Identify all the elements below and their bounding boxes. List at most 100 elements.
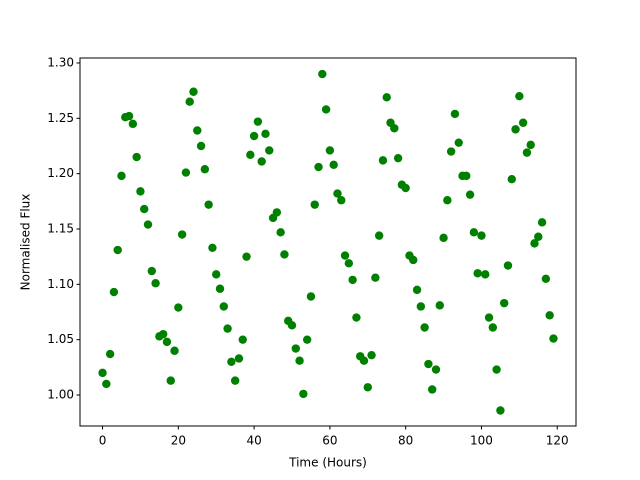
data-point	[435, 301, 444, 310]
data-point	[499, 298, 509, 308]
data-point	[462, 171, 471, 181]
data-point	[223, 324, 232, 333]
data-point	[340, 251, 350, 260]
data-point	[306, 292, 316, 301]
data-point	[484, 313, 494, 322]
data-point	[181, 168, 191, 177]
data-point	[537, 218, 547, 227]
data-point	[382, 93, 391, 102]
data-point	[526, 140, 535, 150]
data-point	[227, 357, 236, 367]
y-tick-label: 1.05	[47, 332, 74, 346]
data-point	[469, 228, 479, 237]
data-point	[507, 174, 516, 184]
data-point	[102, 379, 111, 389]
x-tick-label: 60	[322, 434, 337, 448]
data-point	[257, 157, 266, 166]
data-point	[170, 346, 179, 355]
data-point	[302, 335, 312, 344]
data-point	[109, 287, 119, 297]
data-point	[473, 269, 482, 278]
data-point	[230, 376, 240, 385]
y-tick-label: 1.25	[47, 111, 74, 125]
data-point	[185, 97, 194, 106]
y-tick-label: 1.00	[47, 388, 74, 402]
data-point	[105, 349, 115, 359]
data-point	[481, 270, 490, 279]
x-axis-label: Time (Hours)	[288, 456, 367, 470]
data-point	[431, 365, 441, 374]
data-point	[530, 239, 539, 248]
data-point	[496, 406, 505, 415]
data-point	[477, 231, 486, 240]
data-point	[454, 138, 463, 147]
data-point	[177, 230, 187, 239]
data-point	[325, 146, 335, 155]
data-point	[295, 356, 304, 365]
x-tick-label: 80	[398, 434, 413, 448]
data-point	[337, 196, 346, 205]
x-tick-label: 0	[99, 434, 107, 448]
data-point	[374, 231, 384, 240]
data-point	[545, 311, 554, 320]
data-point	[219, 302, 228, 311]
x-tick-label: 40	[246, 434, 261, 448]
data-point	[299, 389, 308, 399]
data-point	[492, 365, 501, 374]
data-point	[253, 117, 263, 126]
data-point	[314, 162, 323, 172]
data-point	[117, 171, 126, 181]
data-point	[549, 334, 558, 343]
data-point	[367, 350, 376, 360]
data-point	[280, 250, 289, 259]
data-point	[204, 200, 213, 209]
data-point	[465, 190, 475, 199]
data-point	[272, 208, 282, 217]
data-point	[359, 356, 369, 365]
data-point	[511, 125, 520, 134]
data-point	[446, 147, 456, 156]
data-point	[208, 243, 217, 253]
data-point	[522, 148, 532, 157]
y-tick-label: 1.15	[47, 221, 74, 235]
data-point	[424, 359, 433, 369]
data-point	[310, 200, 319, 209]
data-point	[212, 270, 221, 279]
data-point	[534, 232, 543, 241]
data-point	[265, 146, 274, 155]
data-point	[518, 118, 528, 127]
data-point	[98, 368, 107, 378]
data-point	[196, 141, 206, 151]
data-point	[234, 354, 244, 363]
data-point	[321, 105, 331, 114]
data-point	[378, 156, 388, 165]
data-point	[158, 329, 168, 339]
data-point	[363, 383, 372, 392]
data-point	[409, 255, 418, 265]
y-tick-label: 1.20	[47, 166, 74, 180]
data-point	[249, 131, 259, 141]
data-point	[166, 376, 175, 385]
data-point	[416, 302, 426, 311]
y-axis-label: Normalised Flux	[19, 194, 33, 291]
x-tick-label: 100	[470, 434, 493, 448]
data-point	[393, 153, 403, 163]
data-point	[162, 337, 172, 347]
data-point	[238, 335, 247, 344]
data-point	[541, 274, 551, 283]
x-tick-label: 120	[546, 434, 569, 448]
data-point	[329, 160, 338, 170]
data-point	[348, 275, 357, 285]
data-point	[200, 165, 210, 174]
axes-frame	[79, 57, 577, 427]
data-point	[515, 91, 524, 101]
data-point	[287, 321, 297, 330]
data-point	[450, 109, 460, 119]
data-point	[193, 126, 202, 135]
data-point	[488, 323, 498, 332]
data-point	[189, 87, 198, 96]
y-tick-label: 1.30	[47, 55, 74, 69]
data-point	[261, 129, 270, 139]
data-point	[344, 259, 354, 268]
